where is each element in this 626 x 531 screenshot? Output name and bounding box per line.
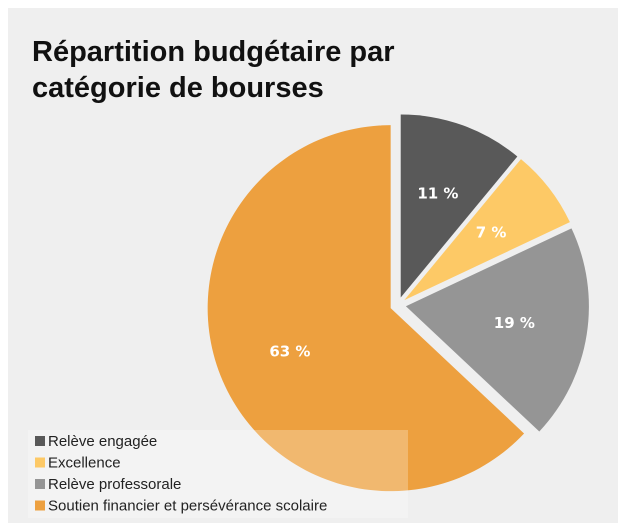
chart-title: Répartition budgétaire par catégorie de … <box>32 36 395 104</box>
slice-label: 11 % <box>417 185 458 203</box>
slice-label: 63 % <box>269 342 310 360</box>
legend-swatch <box>35 457 45 468</box>
legend-label: Relève professorale <box>48 476 181 493</box>
legend-label: Soutien financier et persévérance scolai… <box>48 497 327 514</box>
legend-label: Relève engagée <box>48 433 157 450</box>
pie-slice <box>207 125 525 492</box>
legend-swatch <box>35 436 45 446</box>
legend-swatch <box>35 479 45 489</box>
pie-slice <box>404 159 570 301</box>
pie-slice <box>400 114 518 298</box>
pie-slice <box>405 228 589 432</box>
legend: Relève engagée Excellence Relève professor… <box>35 433 327 514</box>
slice-label: 7 % <box>476 223 507 241</box>
pie: 11 % 7 % 19 % 63 % <box>207 114 589 492</box>
legend-label: Excellence <box>48 454 121 471</box>
legend-box <box>28 430 408 518</box>
legend-swatch <box>35 500 45 511</box>
slice-label: 19 % <box>494 314 535 332</box>
